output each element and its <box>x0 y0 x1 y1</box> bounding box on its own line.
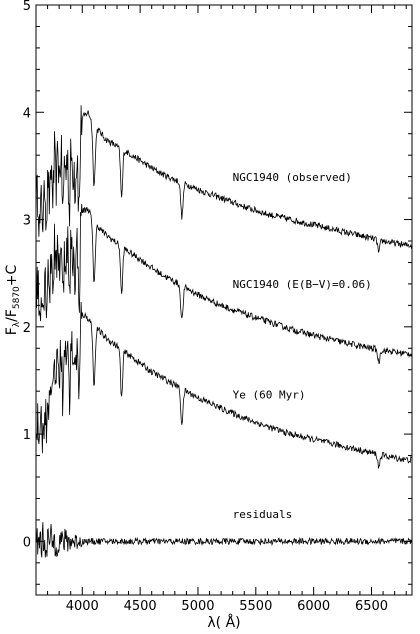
series-group <box>35 105 413 558</box>
series-label-0: NGC1940 (observed) <box>233 171 352 184</box>
y-label-tail: +C <box>4 264 20 286</box>
x-axis-label: λ( Å) <box>207 614 240 631</box>
axis-ticks: 4000 4500 5000 5500 6000 6500 0 1 2 3 4 5 <box>23 0 412 614</box>
series-line-2 <box>35 301 413 469</box>
series-label-1: NGC1940 (E(B−V)=0.06) <box>233 278 372 291</box>
x-tick-label: 5000 <box>181 599 214 614</box>
series-label-2: Ye (60 Myr) <box>233 389 306 402</box>
y-tick-label: 3 <box>23 214 31 229</box>
y-tick-label: 0 <box>23 535 31 550</box>
y-label-sub2: 5870 <box>12 286 22 309</box>
series-line-0 <box>35 105 413 254</box>
series-line-1 <box>35 203 413 365</box>
x-tick-label: 4500 <box>124 599 157 614</box>
x-tick-label: 6000 <box>297 599 330 614</box>
x-tick-label: 4000 <box>66 599 99 614</box>
y-label-mid: /F <box>4 309 20 322</box>
y-tick-label: 4 <box>23 106 31 121</box>
y-tick-label: 1 <box>23 428 31 443</box>
y-tick-label: 2 <box>23 321 31 336</box>
y-axis-label: Fλ/F5870+C <box>4 264 22 335</box>
series-label-3: residuals <box>233 508 293 521</box>
x-tick-label: 5500 <box>239 599 272 614</box>
series-line-3 <box>35 522 413 558</box>
plot-frame <box>35 4 413 596</box>
y-tick-label: 5 <box>23 0 31 14</box>
series-labels: NGC1940 (observed) NGC1940 (E(B−V)=0.06) Y… <box>233 171 372 521</box>
x-tick-label: 6500 <box>355 599 388 614</box>
y-label-sub1: λ <box>12 321 22 327</box>
y-label-main: F <box>4 327 20 335</box>
